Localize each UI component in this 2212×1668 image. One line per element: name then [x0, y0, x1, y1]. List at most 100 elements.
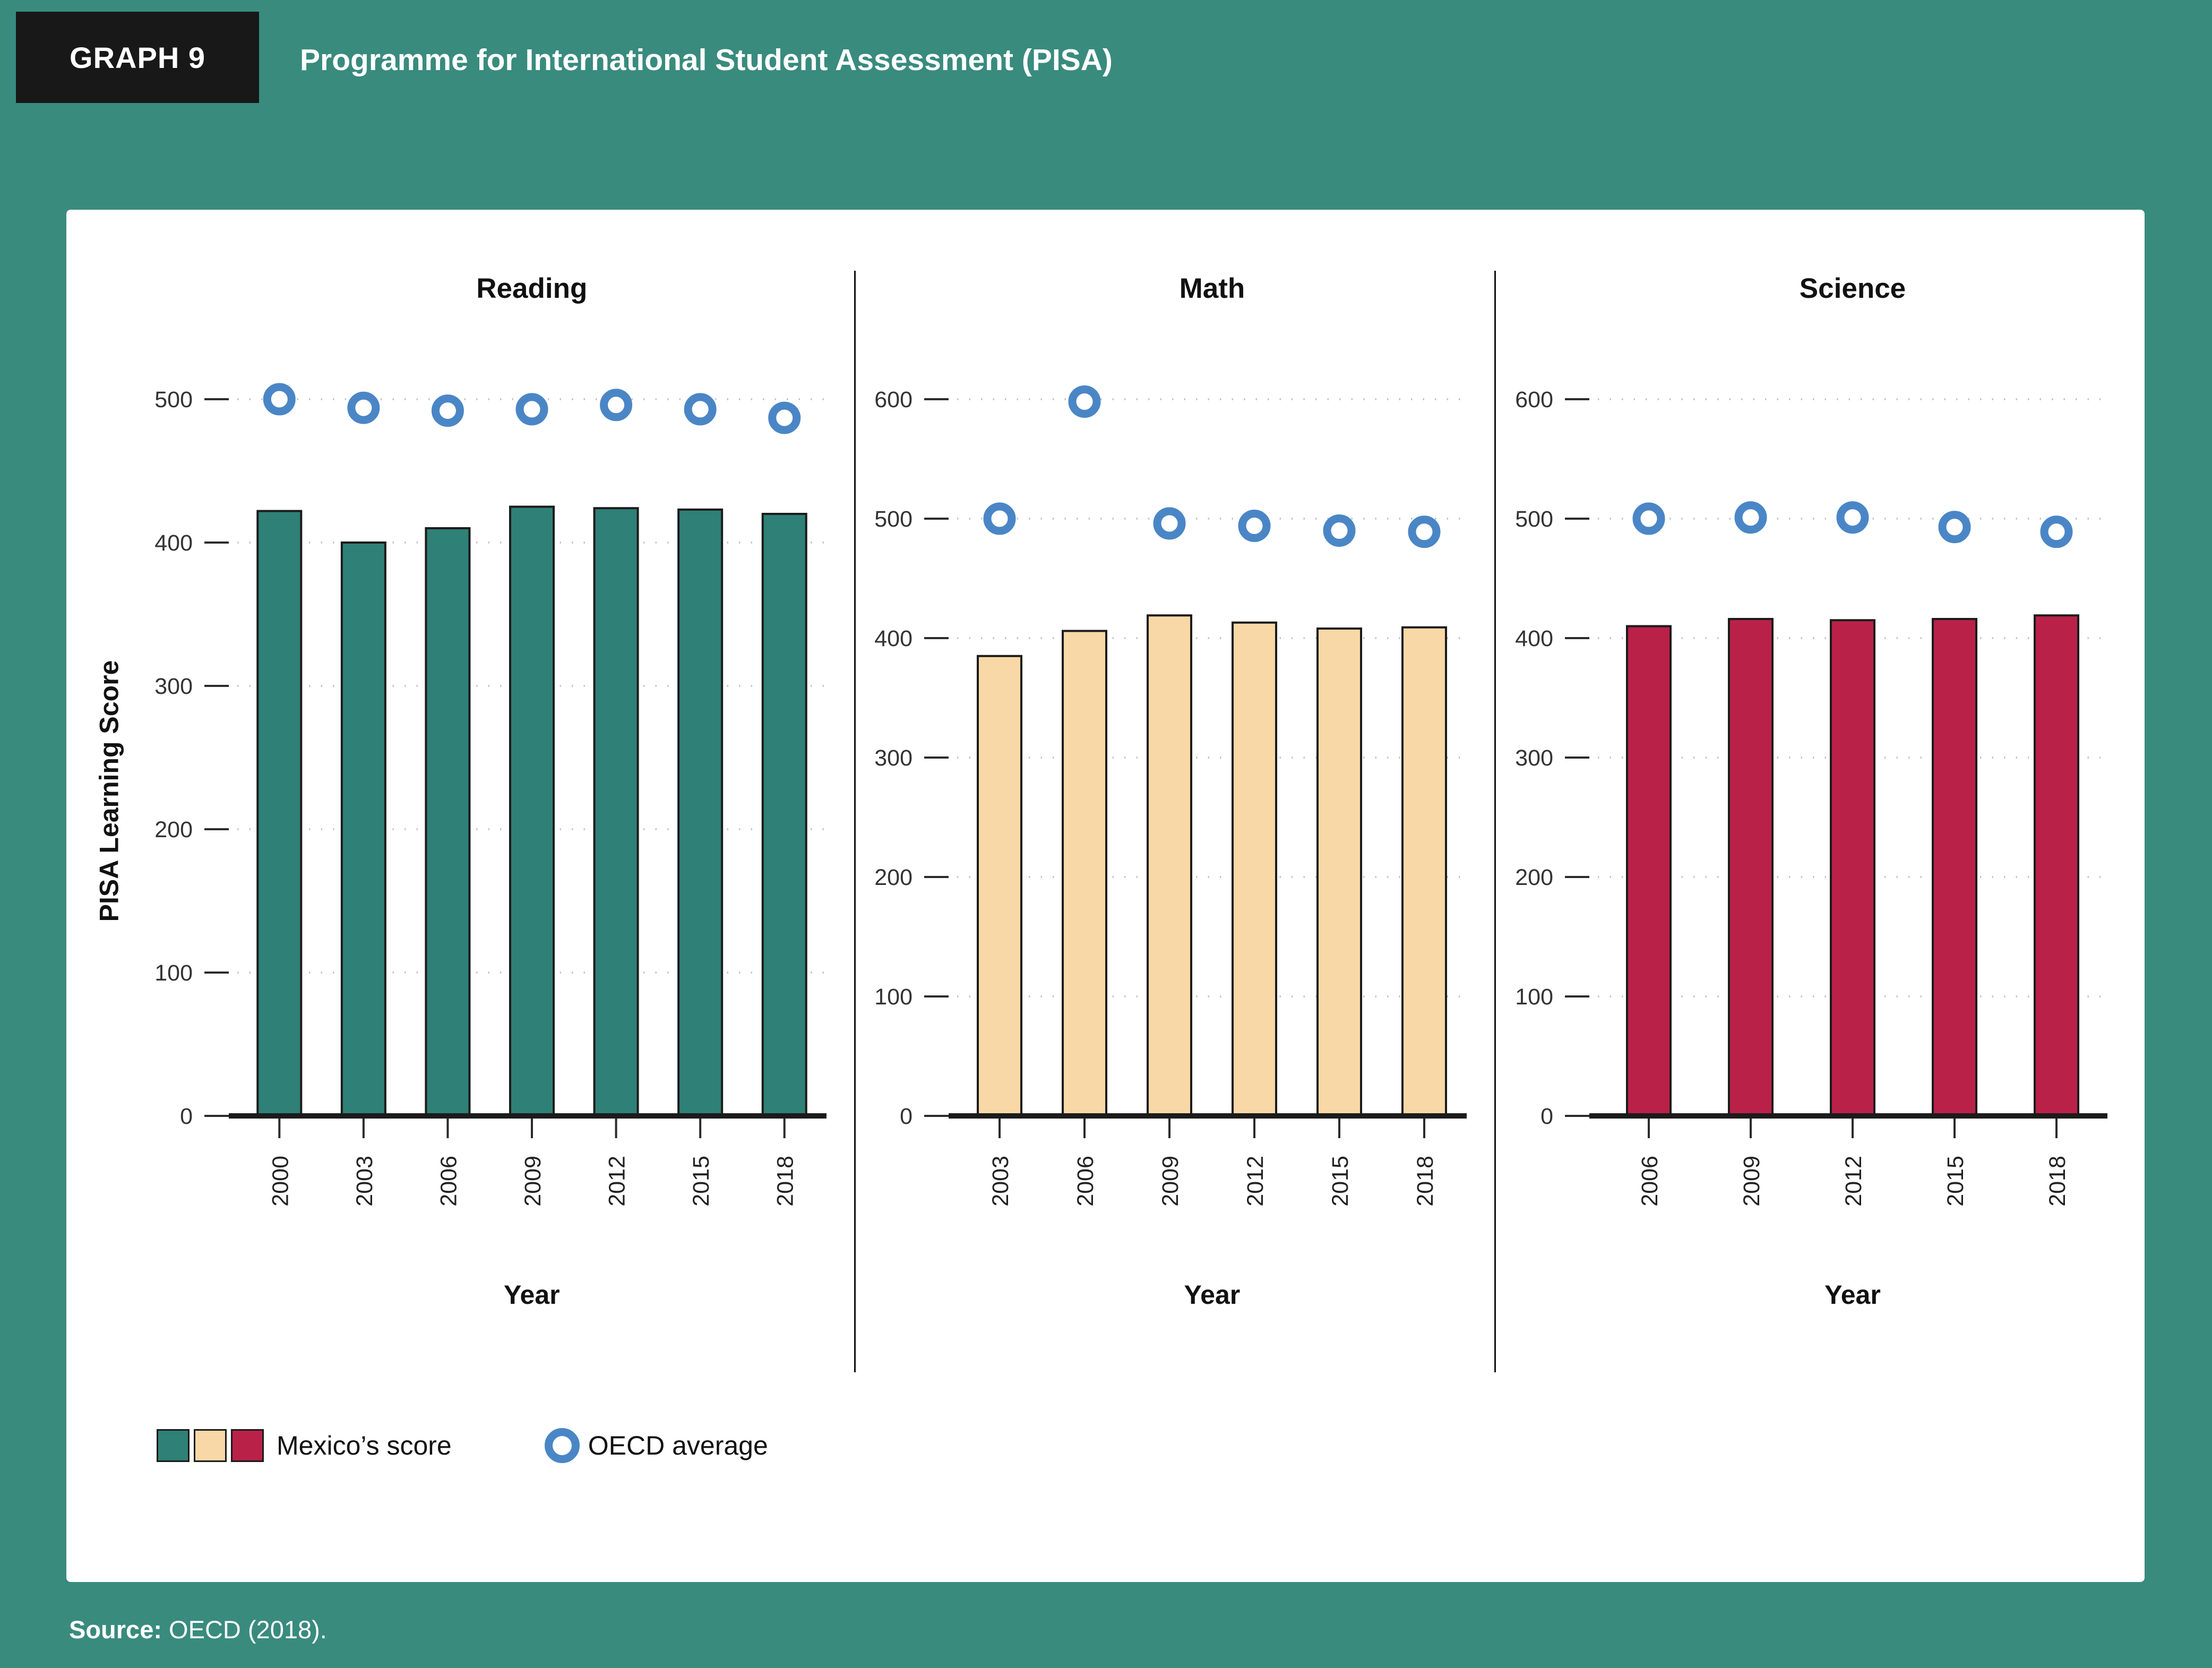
- charts-row: PISA Learning Score Reading 0 100 200 300 40…: [66, 210, 2145, 1372]
- x-tick-label: 2009: [520, 1156, 546, 1207]
- y-tick-label: 300: [875, 745, 913, 771]
- panel-divider: [1494, 271, 1496, 1372]
- bar-2006: [1062, 630, 1108, 1117]
- bar-2003: [340, 541, 386, 1117]
- x-tick-label: 2018: [773, 1156, 798, 1207]
- bar-2009: [1147, 614, 1193, 1117]
- oecd-legend-marker-icon: [544, 1428, 580, 1463]
- chart-card: PISA Learning Score Reading 0 100 200 300 40…: [66, 210, 2145, 1582]
- y-tick-label: 200: [154, 817, 193, 842]
- bar-2015: [1931, 618, 1977, 1117]
- mexico-swatch-science: [231, 1429, 264, 1462]
- y-tick-label: 100: [154, 960, 193, 986]
- y-tick-label: 500: [1515, 506, 1553, 532]
- x-tick-label: 2012: [604, 1156, 630, 1207]
- bar-2000: [256, 510, 303, 1117]
- mexico-swatch-math: [194, 1429, 227, 1462]
- y-tick-label: 400: [1515, 626, 1553, 651]
- legend: Mexico’s score OECD average: [157, 1428, 2145, 1463]
- oecd-marker-2018: [768, 401, 801, 434]
- reading-chart: 0 100 200 300 400 500 2000 2003 2006 2009 2012 2015…: [154, 383, 827, 1207]
- x-axis-label-reading: Year: [503, 1280, 560, 1310]
- x-tick-label: 2003: [352, 1156, 377, 1207]
- oecd-marker-2015: [684, 393, 717, 426]
- panel-science: Science 0 100 200 300 400 500 600 2006 2009 2012 2…: [1502, 210, 2129, 1310]
- bar-2012: [1232, 621, 1278, 1117]
- oecd-marker-2006: [1068, 385, 1101, 418]
- y-tick-label: 600: [1515, 387, 1553, 412]
- y-tick-label: 500: [875, 506, 913, 532]
- oecd-marker-2012: [599, 389, 632, 422]
- x-tick-label: 2006: [1637, 1156, 1663, 1207]
- panel-title-science: Science: [1799, 273, 1906, 304]
- bar-2018: [761, 513, 807, 1117]
- oecd-marker-2015: [1323, 514, 1356, 547]
- x-tick-label: 2012: [1841, 1156, 1866, 1207]
- x-tick-label: 2015: [1943, 1156, 1968, 1207]
- y-tick-label: 100: [1515, 984, 1553, 1010]
- oecd-legend-label: OECD average: [588, 1431, 768, 1460]
- bar-2003: [977, 655, 1023, 1117]
- oecd-marker-2006: [1632, 502, 1665, 535]
- source-prefix: Source:: [69, 1615, 162, 1644]
- bar-2006: [425, 527, 471, 1117]
- bar-2012: [1829, 619, 1875, 1117]
- x-tick-label: 2012: [1243, 1156, 1268, 1207]
- panel-title-reading: Reading: [476, 273, 588, 304]
- x-tick-label: 2003: [988, 1156, 1013, 1207]
- mexico-swatch-reading: [157, 1429, 190, 1462]
- bar-2018: [2033, 614, 2079, 1117]
- bar-2012: [593, 507, 639, 1117]
- x-tick-label: 2015: [688, 1156, 714, 1207]
- y-tick-label: 0: [1540, 1104, 1553, 1129]
- y-axis-label-column: PISA Learning Score: [82, 210, 135, 1372]
- x-tick-label: 2015: [1328, 1156, 1353, 1207]
- y-tick-label: 300: [1515, 745, 1553, 771]
- science-chart: 0 100 200 300 400 500 600 2006 2009 2012 2015 2018: [1515, 387, 2107, 1207]
- oecd-marker-2018: [1408, 515, 1441, 548]
- y-tick-label: 600: [875, 387, 913, 412]
- oecd-marker-2012: [1238, 510, 1271, 542]
- oecd-marker-2006: [431, 394, 464, 427]
- oecd-marker-2009: [1153, 507, 1186, 540]
- oecd-marker-2003: [347, 391, 380, 424]
- bar-2006: [1625, 625, 1672, 1117]
- bar-2015: [677, 508, 723, 1117]
- y-tick-label: 400: [875, 626, 913, 651]
- oecd-marker-2012: [1836, 501, 1869, 534]
- bar-2018: [1401, 626, 1448, 1117]
- mexico-legend-label: Mexico’s score: [277, 1431, 452, 1460]
- panel-divider: [854, 271, 856, 1372]
- oecd-marker-2018: [2040, 515, 2073, 548]
- panel-math: Math 0 100 200 300 400 500 600 2003 2006 2009 2012…: [862, 210, 1488, 1310]
- oecd-marker-2003: [983, 502, 1016, 535]
- y-tick-label: 0: [900, 1104, 913, 1129]
- oecd-marker-2015: [1938, 511, 1971, 544]
- oecd-marker-2009: [515, 393, 548, 426]
- panel-title-math: Math: [1179, 273, 1245, 304]
- x-tick-label: 2000: [268, 1156, 293, 1207]
- x-tick-label: 2006: [436, 1156, 461, 1207]
- source-text: OECD (2018).: [162, 1615, 327, 1644]
- panel-reading: Reading 0 100 200 300 400 500 2000 2003 2006 2009…: [142, 210, 848, 1310]
- y-tick-label: 0: [180, 1104, 193, 1129]
- graph-badge: GRAPH 9: [16, 12, 259, 103]
- oecd-marker-2009: [1734, 501, 1767, 534]
- x-axis-label-math: Year: [1184, 1280, 1241, 1310]
- y-tick-label: 100: [875, 984, 913, 1010]
- oecd-marker-2000: [263, 383, 296, 416]
- y-tick-label: 500: [154, 387, 193, 412]
- y-tick-label: 200: [1515, 865, 1553, 890]
- y-axis-label: PISA Learning Score: [94, 660, 124, 922]
- graph-badge-label: GRAPH 9: [70, 40, 205, 74]
- bar-2009: [1727, 618, 1774, 1117]
- x-tick-label: 2018: [2045, 1156, 2070, 1207]
- x-tick-label: 2006: [1073, 1156, 1098, 1207]
- bar-2015: [1316, 627, 1363, 1117]
- math-chart: 0 100 200 300 400 500 600 2003 2006 2009 2012 2015 2…: [875, 385, 1467, 1207]
- x-tick-label: 2009: [1158, 1156, 1183, 1207]
- y-tick-label: 200: [875, 865, 913, 890]
- y-tick-label: 400: [154, 530, 193, 556]
- source-line: Source: OECD (2018).: [69, 1615, 327, 1644]
